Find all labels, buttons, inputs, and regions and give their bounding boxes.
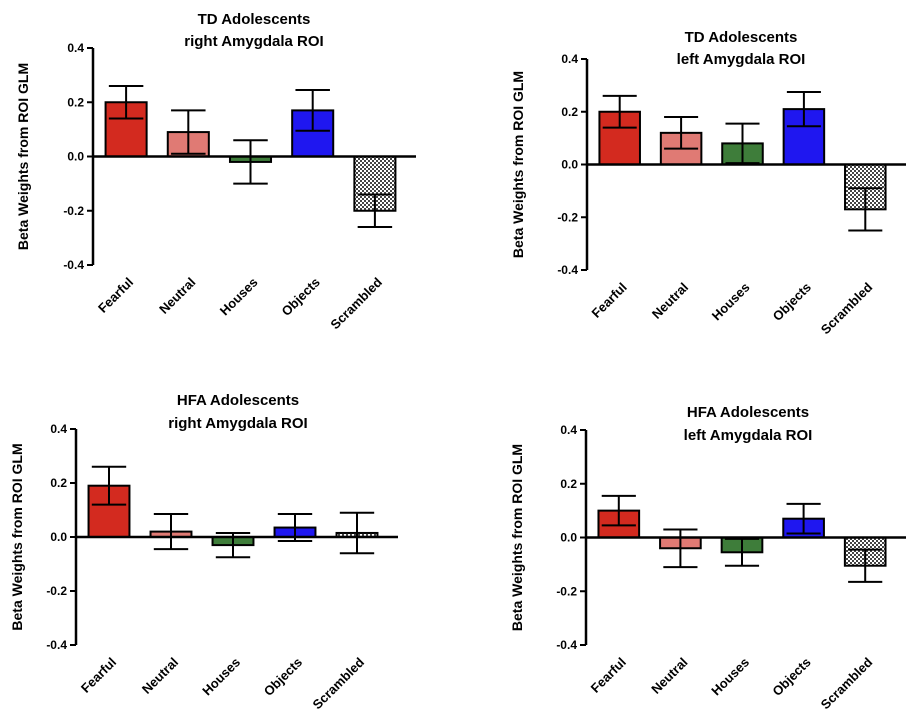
y-tick-label: -0.2 [556, 584, 577, 598]
y-tick-label: 0.4 [561, 52, 578, 66]
x-tick-label: Houses [199, 655, 243, 699]
y-tick-label: -0.4 [557, 263, 578, 277]
y-tick-label: 0.0 [50, 530, 67, 544]
y-tick-label: 0.2 [560, 477, 577, 491]
y-tick-label: 0.0 [561, 158, 578, 172]
x-tick-label: Objects [769, 655, 813, 699]
y-tick-label: -0.4 [63, 258, 84, 272]
x-tick-label: Scrambled [310, 654, 368, 712]
x-tick-label: Fearful [95, 275, 136, 316]
x-tick-label: Fearful [589, 280, 630, 321]
x-tick-label: Houses [708, 655, 752, 699]
y-tick-label: 0.4 [50, 422, 67, 436]
chart-title: HFA Adolescents [177, 392, 299, 409]
y-axis-label: Beta Weights from ROI GLM [9, 443, 25, 630]
x-tick-label: Houses [709, 280, 753, 324]
y-tick-label: -0.4 [556, 638, 577, 652]
y-tick-label: 0.4 [560, 423, 577, 437]
chart-title: TD Adolescents [685, 29, 798, 46]
chart-td_left: TD Adolescents left Amygdala ROI Beta Weig… [510, 29, 906, 337]
x-tick-label: Scrambled [327, 274, 385, 332]
chart-subtitle: right Amygdala ROI [184, 33, 323, 50]
y-tick-label: -0.2 [63, 204, 84, 218]
y-axis-label: Beta Weights from ROI GLM [509, 444, 525, 631]
chart-title: TD Adolescents [198, 11, 311, 28]
x-tick-label: Houses [217, 275, 261, 319]
chart-subtitle: left Amygdala ROI [684, 427, 813, 444]
x-tick-label: Fearful [588, 655, 629, 696]
x-tick-label: Neutral [156, 275, 198, 317]
y-tick-label: 0.0 [67, 150, 84, 164]
y-tick-label: 0.2 [67, 95, 84, 109]
y-tick-label: 0.4 [67, 41, 84, 55]
x-tick-label: Neutral [648, 655, 690, 697]
y-axis-label: Beta Weights from ROI GLM [510, 71, 526, 258]
x-tick-label: Scrambled [818, 654, 876, 712]
x-tick-label: Fearful [78, 655, 119, 696]
chart-panels: TD Adolescents right Amygdala ROI Beta Wei… [9, 11, 906, 712]
y-axis-label: Beta Weights from ROI GLM [15, 63, 31, 250]
x-tick-label: Objects [261, 655, 305, 699]
chart-subtitle: right Amygdala ROI [168, 415, 307, 432]
chart-hfa_right: HFA Adolescents right Amygdala ROI Beta We… [9, 392, 398, 712]
y-tick-label: -0.4 [46, 638, 67, 652]
x-tick-label: Scrambled [818, 279, 876, 337]
x-tick-label: Neutral [649, 280, 691, 322]
y-tick-label: -0.2 [557, 210, 578, 224]
y-tick-label: 0.2 [50, 476, 67, 490]
y-tick-label: -0.2 [46, 584, 67, 598]
y-tick-label: 0.2 [561, 105, 578, 119]
y-tick-label: 0.0 [560, 531, 577, 545]
chart-title: HFA Adolescents [687, 404, 809, 421]
chart-subtitle: left Amygdala ROI [677, 51, 806, 68]
chart-td_right: TD Adolescents right Amygdala ROI Beta Wei… [15, 11, 416, 332]
x-tick-label: Neutral [139, 655, 181, 697]
x-tick-label: Objects [278, 275, 322, 319]
chart-hfa_left: HFA Adolescents left Amygdala ROI Beta Wei… [509, 404, 906, 712]
x-tick-label: Objects [770, 280, 814, 324]
